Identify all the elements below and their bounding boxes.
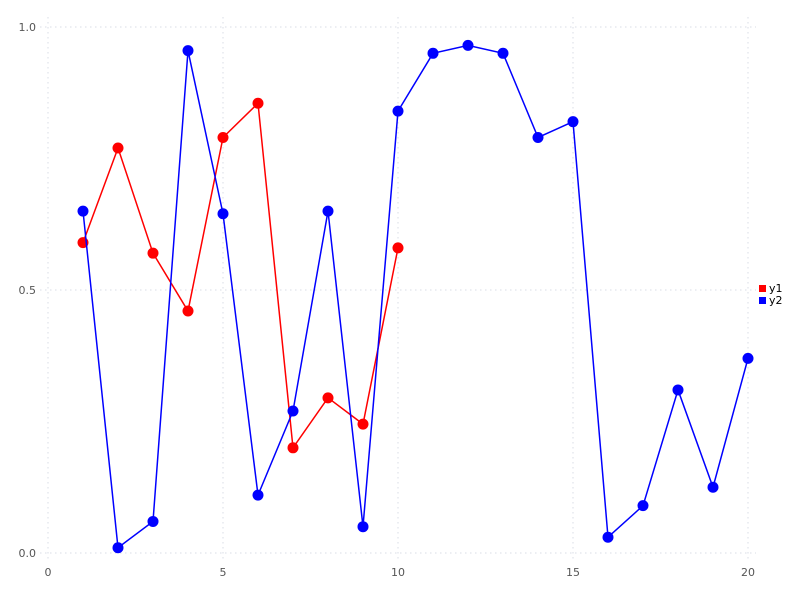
legend-label-y1: y1 [769,282,783,295]
data-point-y2 [287,405,299,417]
x-axis-tick-label: 15 [566,566,580,579]
legend-swatch-y1 [759,285,766,292]
data-point-y2 [497,47,509,59]
y-axis-tick-label: 0.0 [19,547,37,560]
data-point-y1 [287,442,299,454]
data-point-y2 [567,116,579,128]
data-point-y1 [217,131,229,143]
data-point-y1 [147,247,159,259]
legend-label-y2: y2 [769,294,783,307]
data-point-y2 [322,205,334,217]
data-point-y2 [112,542,124,554]
data-point-y2 [742,352,754,364]
y-axis-tick-label: 0.5 [19,284,37,297]
data-point-y2 [462,39,474,51]
data-point-y2 [672,384,684,396]
data-point-y1 [392,242,404,254]
series-line-y1 [82,101,399,450]
data-point-y2 [357,521,369,533]
data-point-y2 [427,47,439,59]
x-axis-tick-label: 0 [45,566,52,579]
data-point-y1 [112,142,124,154]
data-point-y1 [252,97,264,109]
data-point-y1 [182,305,194,317]
data-point-y2 [252,489,264,501]
data-point-y1 [357,418,369,430]
y-axis-tick-label: 1.0 [19,21,37,34]
data-point-y2 [77,205,89,217]
data-point-y2 [637,500,649,512]
data-point-y1 [322,392,334,404]
data-point-y2 [147,515,159,527]
data-point-y2 [707,481,719,493]
x-axis-tick-label: 10 [391,566,405,579]
data-point-y2 [532,131,544,143]
data-point-y2 [602,531,614,543]
data-point-y2 [392,105,404,117]
x-axis-tick-label: 5 [220,566,227,579]
data-point-y2 [217,208,229,220]
x-axis-tick-label: 20 [741,566,755,579]
series-line-y2 [82,44,749,550]
legend-swatch-y2 [759,297,766,304]
data-point-y2 [182,45,194,57]
